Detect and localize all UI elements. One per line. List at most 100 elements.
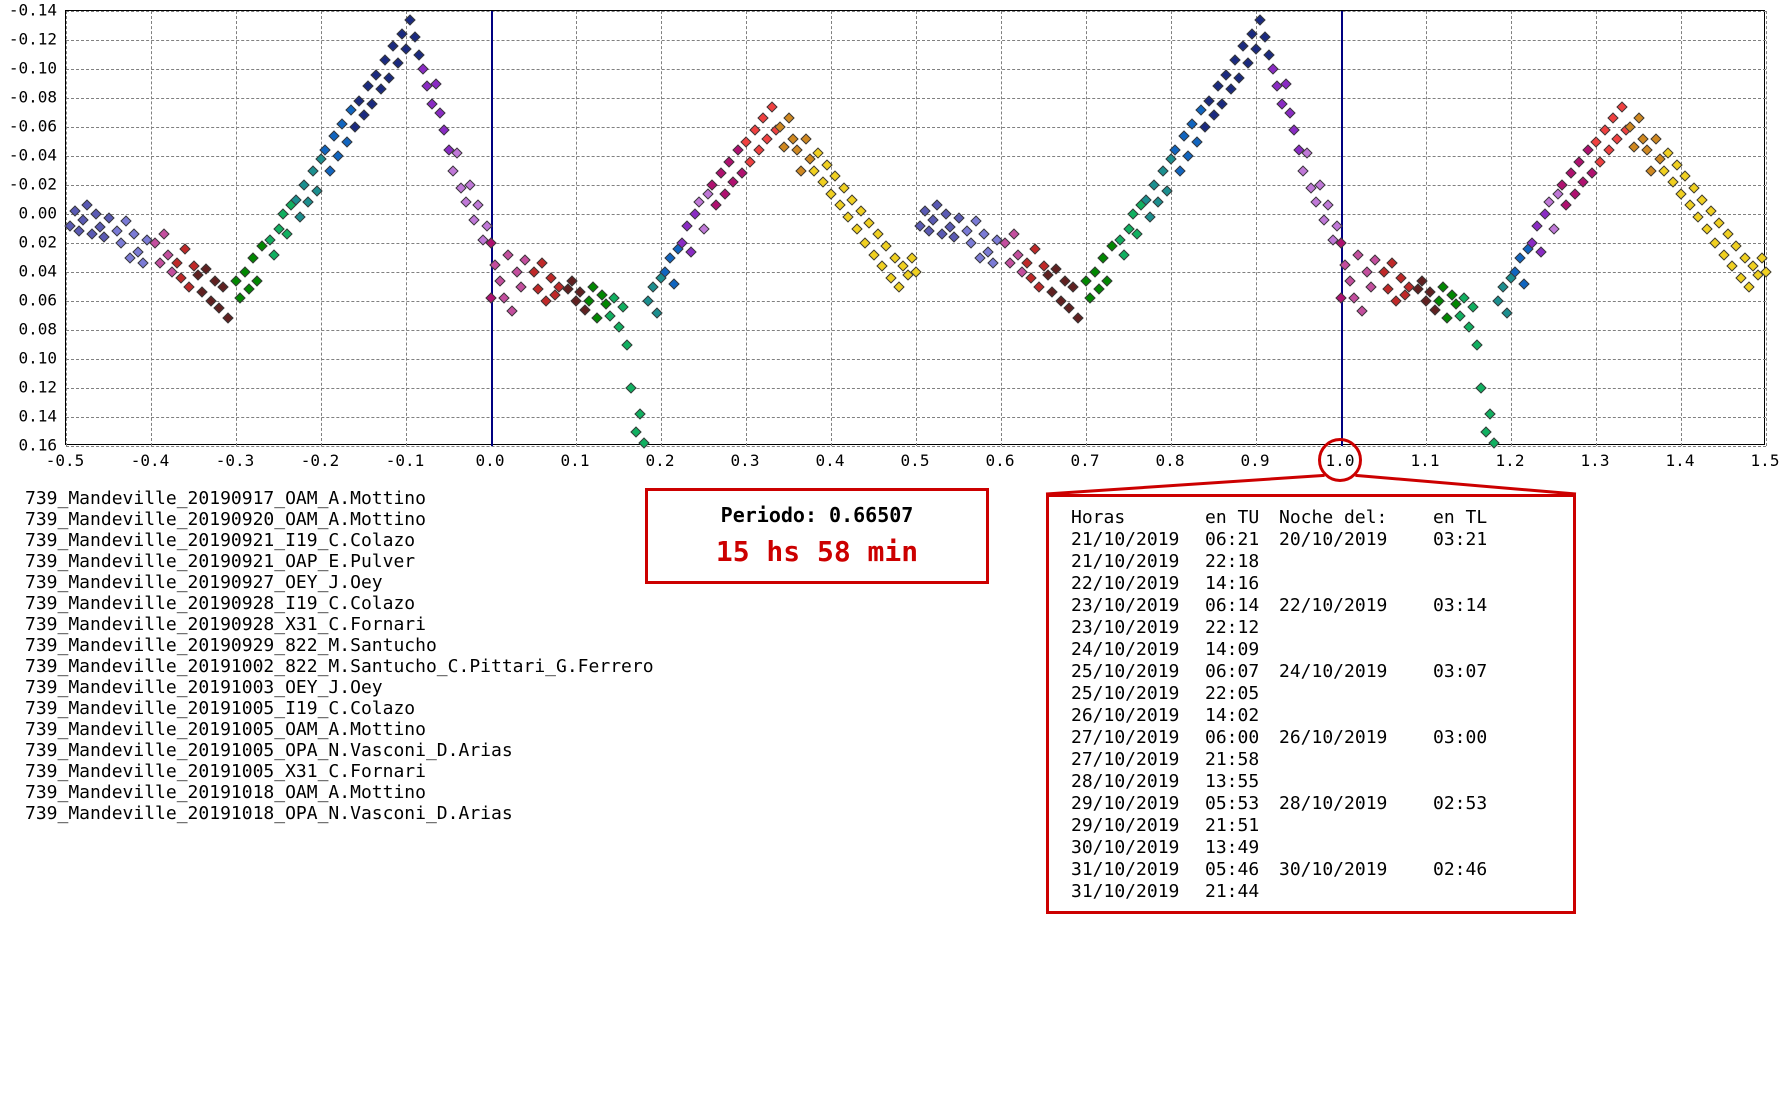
data-point xyxy=(1531,220,1542,231)
hours-cell xyxy=(1279,617,1419,639)
file-list-item: 739_Mandeville_20191005_X31_C.Fornari xyxy=(25,761,654,782)
hours-cell xyxy=(1433,749,1493,771)
grid-line-v xyxy=(661,11,662,446)
x-tick-label: 0.3 xyxy=(731,451,760,470)
data-point xyxy=(1102,275,1113,286)
data-point xyxy=(1178,130,1189,141)
data-point xyxy=(86,229,97,240)
y-tick-label: 0.04 xyxy=(0,262,57,281)
x-tick-label: -0.3 xyxy=(216,451,255,470)
data-point xyxy=(800,133,811,144)
data-point xyxy=(468,214,479,225)
data-point xyxy=(647,281,658,292)
data-point xyxy=(1488,437,1499,448)
data-point xyxy=(1280,78,1291,89)
x-tick-label: 1.3 xyxy=(1581,451,1610,470)
data-point xyxy=(643,295,654,306)
grid-line-v xyxy=(576,11,577,446)
data-point xyxy=(1484,408,1495,419)
data-point xyxy=(1174,165,1185,176)
data-point xyxy=(1310,197,1321,208)
data-point xyxy=(1391,295,1402,306)
y-tick-label: 0.16 xyxy=(0,436,57,455)
grid-line-v xyxy=(1426,11,1427,446)
grid-line-h xyxy=(66,388,1766,389)
x-tick-label: 0.9 xyxy=(1241,451,1270,470)
data-point xyxy=(77,214,88,225)
y-tick-label: -0.14 xyxy=(0,1,57,20)
x-tick-label: 0.5 xyxy=(901,451,930,470)
data-point xyxy=(868,249,879,260)
hours-cell: 06:00 xyxy=(1205,727,1265,749)
data-point xyxy=(1544,197,1555,208)
grid-line-v xyxy=(831,11,832,446)
file-list-item: 739_Mandeville_20190917_OAM_A.Mottino xyxy=(25,488,654,509)
data-point xyxy=(1437,281,1448,292)
data-point xyxy=(613,321,624,332)
data-point xyxy=(1357,305,1368,316)
hours-header-cell: en TL xyxy=(1433,507,1493,529)
grid-line-v xyxy=(1511,11,1512,446)
data-point xyxy=(515,281,526,292)
data-point xyxy=(507,305,518,316)
data-point xyxy=(1187,118,1198,129)
hours-cell xyxy=(1433,683,1493,705)
hours-cell: 06:14 xyxy=(1205,595,1265,617)
data-point xyxy=(1323,200,1334,211)
data-point xyxy=(1692,211,1703,222)
data-point xyxy=(392,58,403,69)
data-point xyxy=(307,165,318,176)
data-point xyxy=(1221,69,1232,80)
data-point xyxy=(1008,229,1019,240)
file-list-item: 739_Mandeville_20190921_OAP_E.Pulver xyxy=(25,551,654,572)
data-point xyxy=(689,208,700,219)
hours-cell xyxy=(1279,639,1419,661)
data-point xyxy=(247,252,258,263)
file-list-item: 739_Mandeville_20190927_OEY_J.Oey xyxy=(25,572,654,593)
data-point xyxy=(876,261,887,272)
y-tick-label: -0.12 xyxy=(0,30,57,49)
data-point xyxy=(817,176,828,187)
data-point xyxy=(337,118,348,129)
hours-cell: 31/10/2019 xyxy=(1071,859,1191,881)
y-tick-label: -0.02 xyxy=(0,175,57,194)
data-point xyxy=(1548,223,1559,234)
hours-cell xyxy=(1279,573,1419,595)
data-point xyxy=(536,258,547,269)
period-human-label: 15 hs 58 min xyxy=(648,535,986,568)
data-point xyxy=(1348,292,1359,303)
data-point xyxy=(1276,98,1287,109)
data-point xyxy=(1463,321,1474,332)
hours-cell xyxy=(1279,771,1419,793)
data-point xyxy=(294,211,305,222)
data-point xyxy=(787,133,798,144)
file-list-item: 739_Mandeville_20190928_I19_C.Colazo xyxy=(25,593,654,614)
x-tick-label: -0.1 xyxy=(386,451,425,470)
data-point xyxy=(1518,278,1529,289)
data-point xyxy=(630,426,641,437)
data-point xyxy=(1607,113,1618,124)
data-point xyxy=(604,310,615,321)
hours-cell xyxy=(1433,551,1493,573)
plot-area xyxy=(65,10,1765,445)
data-point xyxy=(1709,237,1720,248)
data-point xyxy=(379,55,390,66)
data-point xyxy=(1578,176,1589,187)
data-point xyxy=(1688,182,1699,193)
y-tick-label: 0.08 xyxy=(0,320,57,339)
hours-cell: 25/10/2019 xyxy=(1071,683,1191,705)
data-point xyxy=(1318,214,1329,225)
data-point xyxy=(366,98,377,109)
x-tick-label: 0.7 xyxy=(1071,451,1100,470)
data-point xyxy=(1637,133,1648,144)
grid-line-v xyxy=(1256,11,1257,446)
hours-cell: 28/10/2019 xyxy=(1279,793,1419,815)
data-point xyxy=(281,229,292,240)
data-point xyxy=(128,229,139,240)
data-point xyxy=(961,226,972,237)
hours-header-cell: Horas xyxy=(1071,507,1191,529)
grid-line-v xyxy=(1681,11,1682,446)
data-point xyxy=(1344,275,1355,286)
data-point xyxy=(1080,275,1091,286)
data-point xyxy=(923,226,934,237)
